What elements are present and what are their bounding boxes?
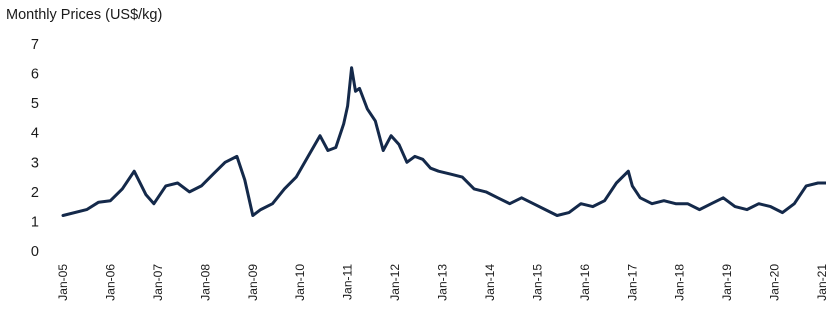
series-layer [61, 66, 826, 217]
x-tick-label: Jan-08 [198, 264, 212, 301]
x-tick-label: Jan-18 [673, 264, 687, 301]
x-tick-label: Jan-10 [293, 264, 307, 301]
y-tick-label: 7 [31, 37, 39, 53]
x-tick-label: Jan-07 [151, 264, 165, 301]
x-axis-ticks: Jan-05 Jan-06 Jan-07 Jan-08 Jan-09 Jan-10 Jan-… [56, 264, 826, 301]
y-tick-label: 3 [31, 155, 39, 171]
x-tick-label: Jan-16 [578, 264, 592, 301]
y-tick-label: 4 [31, 126, 39, 142]
x-tick-label: Jan-15 [530, 264, 544, 301]
x-tick-label: Jan-09 [246, 264, 260, 301]
x-tick-label: Jan-20 [768, 264, 782, 301]
y-tick-label: 5 [31, 96, 39, 112]
x-tick-label: Jan-05 [56, 264, 70, 301]
y-tick-label: 6 [31, 67, 39, 83]
x-tick-label: Jan-06 [103, 264, 117, 301]
x-tick-label: Jan-12 [388, 264, 402, 301]
x-tick-label: Jan-13 [436, 264, 450, 301]
x-tick-label: Jan-17 [625, 264, 639, 301]
chart-title: Monthly Prices (US$/kg) [6, 7, 163, 23]
series-line [61, 66, 826, 217]
y-tick-label: 2 [31, 185, 39, 201]
y-tick-label: 0 [31, 244, 39, 260]
x-tick-label: Jan-11 [341, 264, 355, 300]
x-tick-label: Jan-21 [815, 264, 826, 301]
y-tick-label: 1 [31, 214, 39, 230]
x-tick-label: Jan-19 [720, 264, 734, 301]
y-axis-ticks: 0 1 2 3 4 5 6 7 [31, 37, 39, 260]
x-tick-label: Jan-14 [483, 264, 497, 301]
